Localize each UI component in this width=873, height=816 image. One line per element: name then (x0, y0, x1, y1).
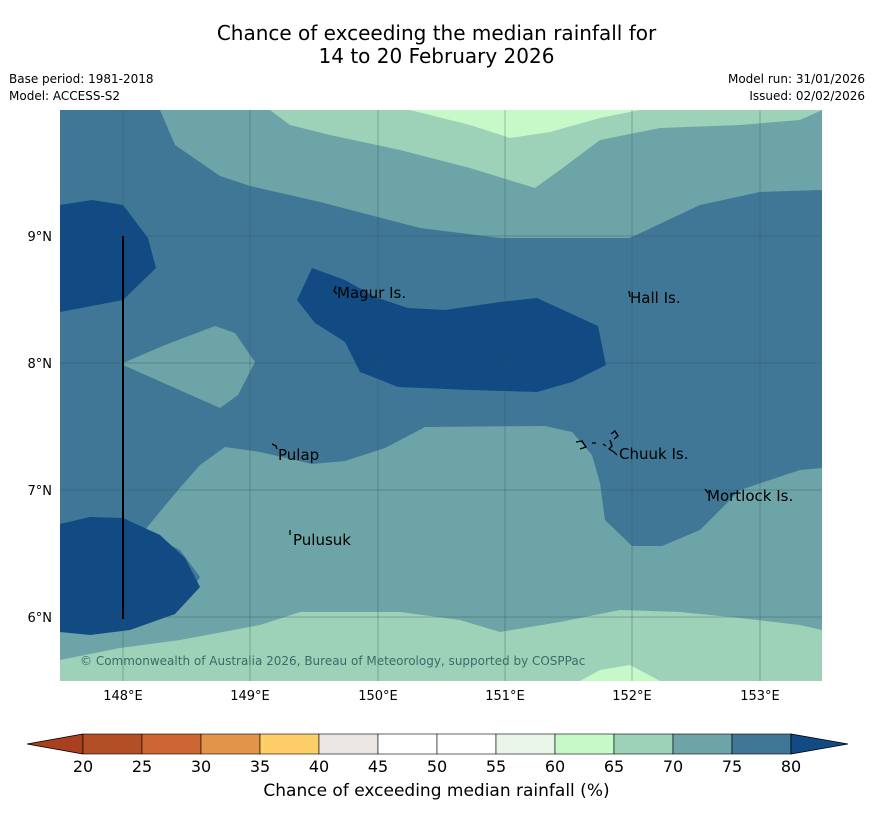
colorbar-tick-40: 40 (309, 757, 329, 776)
island-magur (333, 285, 338, 295)
lon-tick-152: 152°E (612, 689, 652, 704)
colorbar-tick-35: 35 (250, 757, 270, 776)
lat-tick-9n: 9°N (28, 230, 53, 245)
colorbar-segment-45-50 (377, 733, 438, 755)
colorbar-segment-40-45 (318, 733, 379, 755)
island-mortlock (704, 488, 709, 494)
label-magur: Magur Is. (337, 284, 406, 302)
contour-65-70-south (60, 610, 822, 681)
island-hall (628, 290, 631, 298)
contour-80-plus-northwest (60, 200, 156, 312)
colorbar-tick-55: 55 (486, 757, 506, 776)
colorbar-title: Chance of exceeding median rainfall (%) (263, 781, 610, 801)
title-line-1: Chance of exceeding the median rainfall … (216, 21, 657, 45)
contour-60-65-north (410, 110, 640, 138)
lat-tick-8n: 8°N (28, 357, 53, 372)
contour-80-plus-southwest (60, 517, 200, 635)
colorbar-tick-20: 20 (73, 757, 93, 776)
island-pulap (271, 443, 278, 450)
colorbar-extend-low (26, 733, 84, 755)
model-name: Model: ACCESS-S2 (9, 89, 121, 103)
lat-axis: 9°N 8°N 7°N 6°N (28, 230, 53, 626)
colorbar-extend-high (790, 733, 849, 755)
colorbar-segment-55-60 (495, 733, 556, 755)
colorbar-tick-60: 60 (545, 757, 565, 776)
colorbar-segment-70-75 (672, 733, 733, 755)
colorbar-tick-30: 30 (191, 757, 211, 776)
copyright-notice: © Commonwealth of Australia 2026, Bureau… (80, 654, 585, 668)
contour-70-75-west (123, 326, 255, 408)
colorbar-segment-60-65 (554, 733, 615, 755)
lat-tick-6n: 6°N (28, 611, 53, 626)
colorbar-tick-45: 45 (368, 757, 388, 776)
colorbar-tick-70: 70 (663, 757, 683, 776)
label-pulap: Pulap (278, 446, 319, 464)
lon-tick-149: 149°E (230, 689, 270, 704)
colorbar-tick-65: 65 (604, 757, 624, 776)
issued-date: Issued: 02/02/2026 (749, 89, 865, 103)
model-run: Model run: 31/01/2026 (727, 72, 865, 86)
colorbar-segment-30-35 (200, 733, 261, 755)
lon-tick-148: 148°E (103, 689, 143, 704)
title-line-2: 14 to 20 February 2026 (318, 44, 555, 68)
label-chuuk: Chuuk Is. (619, 445, 688, 463)
label-hall: Hall Is. (630, 289, 681, 307)
label-mortlock: Mortlock Is. (707, 487, 793, 505)
colorbar-segment-65-70 (613, 733, 674, 755)
island-chuuk-lagoon (575, 430, 619, 456)
colorbar-segment-50-55 (436, 733, 497, 755)
island-markers (271, 285, 709, 535)
colorbar-segment-35-40 (259, 733, 320, 755)
colorbar: 20 25 30 35 40 45 50 55 60 65 70 75 80 (26, 733, 849, 776)
colorbar-tick-75: 75 (722, 757, 742, 776)
colorbar-tick-50: 50 (427, 757, 447, 776)
meta-left: Base period: 1981-2018 Model: ACCESS-S2 (9, 71, 154, 105)
base-period: Base period: 1981-2018 (9, 72, 154, 86)
colorbar-tick-80: 80 (781, 757, 801, 776)
map-area (60, 110, 822, 681)
label-pulusuk: Pulusuk (293, 531, 351, 549)
colorbar-tick-25: 25 (132, 757, 152, 776)
lon-tick-150: 150°E (358, 689, 398, 704)
colorbar-segment-25-30 (141, 733, 202, 755)
colorbar-segment-75-80 (731, 733, 792, 755)
contour-80-plus-central (297, 268, 606, 392)
meta-right: Model run: 31/01/2026 Issued: 02/02/2026 (728, 71, 865, 105)
chart-title: Chance of exceeding the median rainfall … (0, 22, 873, 68)
contour-60-65-south (580, 665, 660, 681)
contour-65-70-north (270, 110, 822, 188)
lat-tick-7n: 7°N (28, 484, 53, 499)
lon-axis: 148°E 149°E 150°E 151°E 152°E 153°E (103, 689, 780, 704)
lon-tick-153: 153°E (740, 689, 780, 704)
colorbar-segment-20-25 (82, 733, 143, 755)
lon-tick-151: 151°E (485, 689, 525, 704)
